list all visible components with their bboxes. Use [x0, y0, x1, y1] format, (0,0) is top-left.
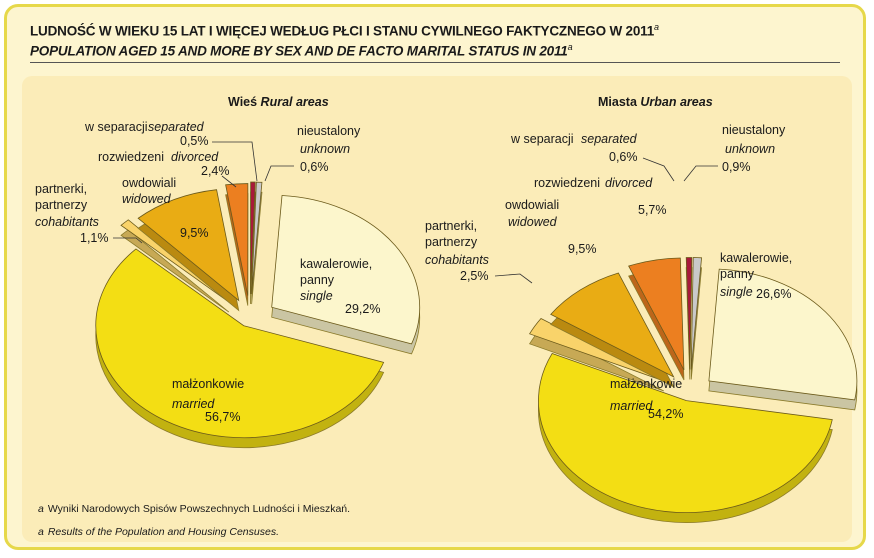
value-label-widowed: 9,5%	[568, 242, 597, 256]
label-pl-married: małżonkowie	[610, 377, 682, 391]
label-en-separated: separated	[581, 132, 638, 146]
leader-unknown	[683, 165, 718, 182]
value-label-separated: 0,5%	[180, 134, 209, 148]
label-en-widowed: widowed	[122, 192, 172, 206]
pie-title-pl: Wieś	[228, 95, 261, 109]
label-pl-single: panny	[300, 273, 335, 287]
label-pl-single: kawalerowie,	[300, 257, 372, 271]
label-pl-single: kawalerowie,	[720, 251, 792, 265]
label-pl-separated: w separacji	[84, 120, 148, 134]
leader-cohabitants	[494, 273, 533, 284]
label-en-single: single	[300, 289, 333, 303]
label-pl-divorced: rozwiedzeni	[534, 176, 600, 190]
label-pl-divorced: rozwiedzeni	[98, 150, 164, 164]
label-en-divorced: divorced	[171, 150, 219, 164]
pie-title-pl: Miasta	[598, 95, 640, 109]
label-pl-married: małżonkowie	[172, 377, 244, 391]
label-pl-unknown: nieustalony	[297, 124, 361, 138]
label-pl-widowed: owdowiali	[122, 176, 176, 190]
slice-unknown	[251, 181, 263, 295]
slice-married	[538, 352, 833, 513]
slice-unknown	[690, 257, 703, 370]
value-label-separated: 0,6%	[609, 150, 638, 164]
value-label-unknown: 0,6%	[300, 160, 329, 174]
slice-separated	[250, 181, 256, 295]
footnote-en: a Results of the Population and Housing C…	[38, 526, 279, 538]
slice-widowed	[137, 189, 240, 302]
value-label-cohabitants: 1,1%	[80, 231, 109, 245]
chart-title-en: POPULATION AGED 15 AND MORE BY SEX AND D…	[30, 42, 573, 59]
value-label-married: 56,7%	[205, 410, 240, 424]
label-en-single: single	[720, 285, 753, 299]
pie-rural: Wieś Rural areas kawalerowie, panny single 2…	[35, 95, 421, 449]
label-en-cohabitants: cohabitants	[35, 215, 99, 229]
label-en-unknown: unknown	[725, 142, 775, 156]
value-label-unknown: 0,9%	[722, 160, 751, 174]
label-en-separated: separated	[148, 120, 205, 134]
slice-married	[95, 248, 385, 439]
slice-cohabitants	[120, 219, 230, 303]
leader-separated	[212, 141, 258, 182]
title-rule	[30, 62, 840, 63]
chart-title-pl: LUDNOŚĆ W WIEKU 15 LAT I WIĘCEJ WEDŁUG P…	[30, 22, 659, 39]
value-label-cohabitants: 2,5%	[460, 269, 489, 283]
value-label-single: 26,6%	[756, 287, 791, 301]
pie-title-en: Rural areas	[261, 95, 329, 109]
footnote-pl: a Wyniki Narodowych Spisów Powszechnych L…	[38, 503, 351, 515]
label-pl-separated: w separacji	[510, 132, 574, 146]
leader-separated	[642, 157, 675, 182]
slice-divorced	[225, 183, 249, 296]
slice-separated	[685, 257, 693, 370]
label-en-divorced: divorced	[605, 176, 653, 190]
label-pl-cohabitants: partnerki,	[425, 219, 477, 233]
pie-title-en: Urban areas	[640, 95, 712, 109]
value-label-divorced: 5,7%	[638, 203, 667, 217]
label-pl-cohabitants: partnerki,	[35, 182, 87, 196]
label-pl-unknown: nieustalony	[722, 123, 786, 137]
pie-urban: Miasta Urban areas kawalerowie, panny singl…	[425, 95, 858, 523]
value-label-divorced: 2,4%	[201, 164, 230, 178]
slice-divorced	[628, 257, 685, 371]
pie-title: Wieś Rural areas	[228, 95, 329, 109]
value-label-single: 29,2%	[345, 302, 380, 316]
leader-divorced	[221, 175, 237, 188]
label-pl-cohabitants: partnerzy	[35, 198, 88, 212]
value-label-married: 54,2%	[648, 407, 683, 421]
label-pl-single: panny	[720, 267, 755, 281]
value-label-widowed: 9,5%	[180, 226, 209, 240]
leader-unknown	[264, 165, 294, 182]
slice-cohabitants	[528, 318, 665, 382]
leader-cohabitants	[113, 237, 143, 244]
slice-single	[708, 268, 858, 401]
label-en-married: married	[172, 397, 215, 411]
label-en-widowed: widowed	[508, 215, 558, 229]
label-en-unknown: unknown	[300, 142, 350, 156]
pie-title: Miasta Urban areas	[598, 95, 713, 109]
label-en-married: married	[610, 399, 653, 413]
slice-widowed	[550, 272, 675, 378]
label-pl-widowed: owdowiali	[505, 198, 559, 212]
label-en-cohabitants: cohabitants	[425, 253, 489, 267]
label-pl-cohabitants: partnerzy	[425, 235, 478, 249]
slice-single	[271, 195, 421, 345]
